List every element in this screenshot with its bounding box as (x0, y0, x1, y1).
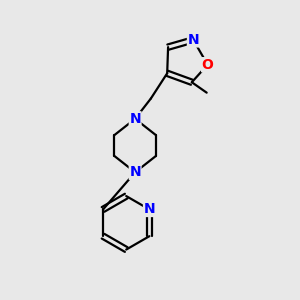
Text: N: N (188, 33, 199, 47)
Text: N: N (144, 202, 155, 216)
Text: O: O (202, 58, 214, 72)
Text: N: N (129, 112, 141, 126)
Text: N: N (129, 165, 141, 179)
